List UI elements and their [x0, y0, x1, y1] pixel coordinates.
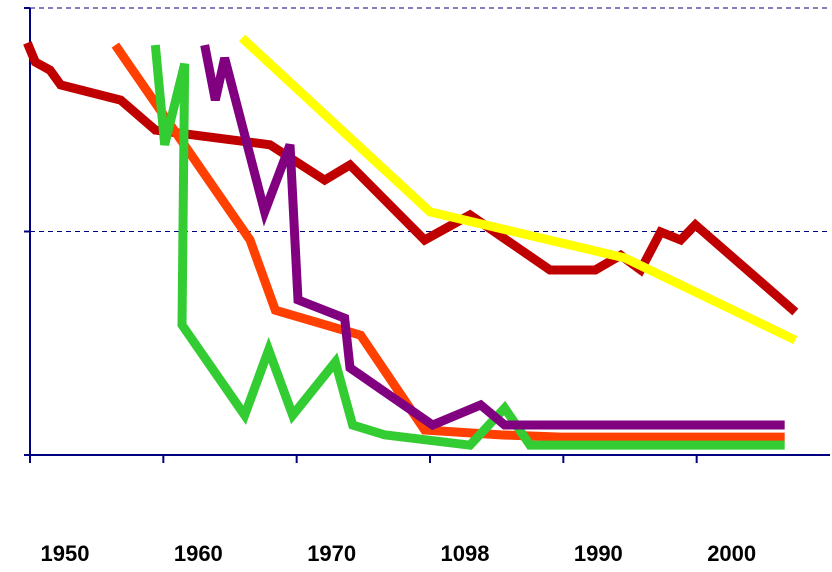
line-series	[238, 34, 798, 345]
line-series	[23, 41, 799, 316]
x-tick-label: 1960	[174, 541, 223, 566]
line-series	[150, 44, 785, 450]
x-tick-label: 1970	[307, 541, 356, 566]
x-tick-label: 1950	[41, 541, 90, 566]
line-series	[111, 42, 785, 442]
line-series	[200, 44, 785, 431]
x-tick-label: 1098	[441, 541, 490, 566]
x-tick-label: 1990	[574, 541, 623, 566]
x-tick-label: 2000	[707, 541, 756, 566]
